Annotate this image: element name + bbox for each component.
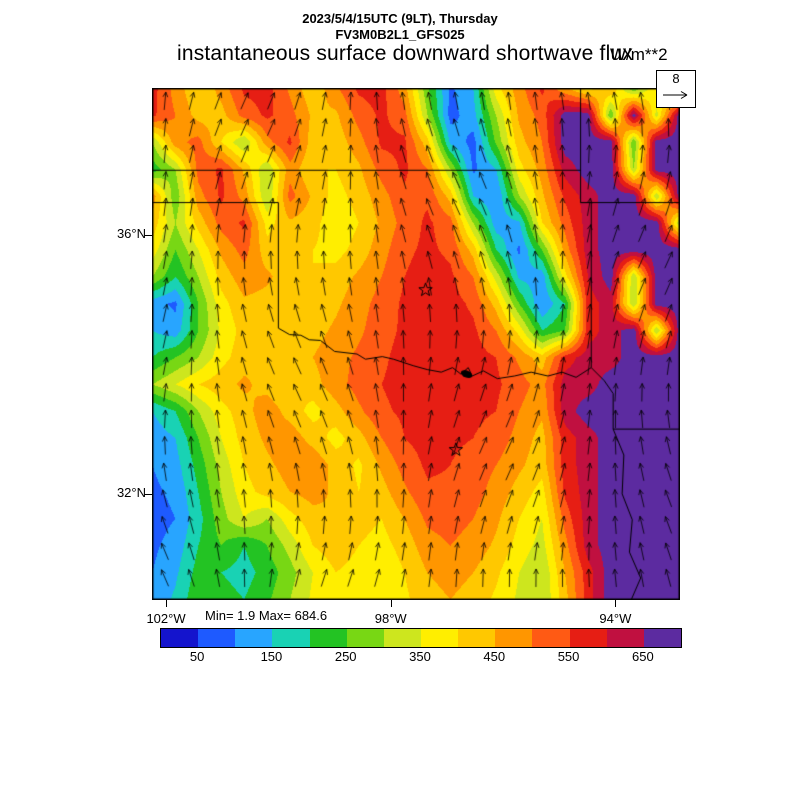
colorbar-cell: [309, 629, 347, 647]
lon-tick-label: 98°W: [374, 611, 407, 626]
lon-tick-mark: [390, 600, 392, 607]
colorbar-cell: [495, 629, 533, 647]
lat-tick-mark: [145, 234, 152, 236]
colorbar-cell: [235, 629, 273, 647]
min-max-label: Min= 1.9 Max= 684.6: [205, 608, 328, 623]
colorbar-tick-label: 550: [557, 649, 580, 664]
lon-tick-label: 102°W: [146, 611, 186, 626]
flux-map-canvas: [152, 88, 680, 600]
lon-tick-label: 94°W: [599, 611, 632, 626]
colorbar-tick-label: 450: [483, 649, 506, 664]
colorbar-tick-label: 350: [409, 649, 431, 664]
lon-tick-mark: [166, 600, 168, 607]
lat-tick-mark: [145, 493, 152, 495]
wind-reference-value: 8: [672, 71, 680, 86]
lat-tick-label: 32°N: [116, 484, 146, 500]
colorbar-cell: [420, 629, 459, 647]
colorbar-cell: [383, 629, 421, 647]
colorbar-cell: [569, 629, 607, 647]
units-label: W/m**2: [610, 45, 668, 64]
wind-reference-box: 8: [656, 70, 696, 108]
lon-tick-mark: [615, 600, 617, 607]
colorbar-cell: [643, 629, 681, 647]
colorbar-cell: [161, 629, 199, 647]
datetime-title: 2023/5/4/15UTC (9LT), Thursday: [302, 11, 498, 26]
colorbar-cell: [606, 629, 644, 647]
colorbar-tick-label: 250: [334, 649, 357, 664]
map-area: [152, 88, 680, 600]
colorbar-tick-label: 650: [631, 649, 654, 664]
plot-title: instantaneous surface downward shortwave…: [176, 42, 634, 65]
colorbar-cell: [198, 629, 236, 647]
colorbar: [160, 628, 682, 648]
colorbar-cell: [458, 629, 496, 647]
lat-tick-label: 36°N: [116, 225, 146, 241]
wind-reference-arrow-icon: [663, 91, 688, 99]
colorbar-tick-label: 150: [260, 649, 283, 664]
colorbar-cell: [346, 629, 384, 647]
model-title: FV3M0B2L1_GFS025: [335, 27, 465, 42]
colorbar-cell: [272, 629, 310, 647]
colorbar-cell: [532, 629, 570, 647]
colorbar-tick-label: 50: [189, 649, 205, 664]
